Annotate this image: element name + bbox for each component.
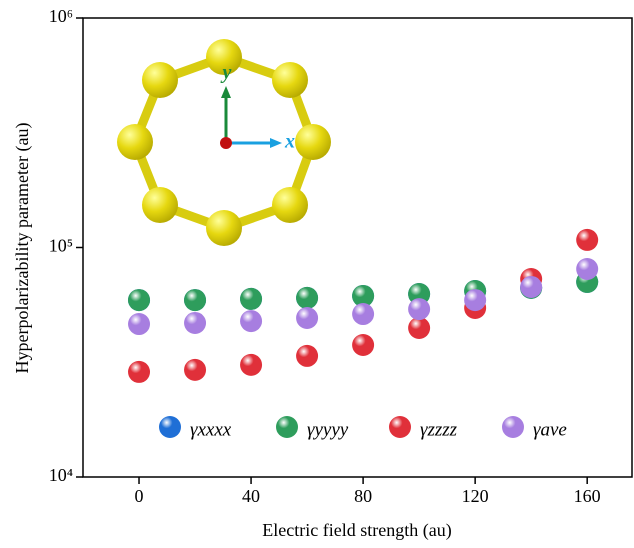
- data-point: [184, 312, 206, 334]
- data-point: [128, 289, 150, 311]
- x-tick-label: 40: [242, 486, 260, 506]
- data-point: [128, 361, 150, 383]
- data-point: [408, 317, 430, 339]
- y-axis-label: Hyperpolarizability parameter (au): [12, 123, 33, 374]
- chart: y x Electric field strength (au) Hyperpo…: [0, 0, 634, 548]
- data-point: [352, 334, 374, 356]
- data-point: [240, 288, 262, 310]
- data-point: [240, 310, 262, 332]
- legend-label: γzzzz: [420, 419, 458, 440]
- y-tick-label: 10⁴: [49, 465, 73, 485]
- x-tick-label: 0: [135, 486, 144, 506]
- data-point: [464, 289, 486, 311]
- x-tick-label: 80: [354, 486, 372, 506]
- data-point: [576, 258, 598, 280]
- x-axis-label: Electric field strength (au): [262, 520, 451, 541]
- legend-marker: [502, 416, 524, 438]
- x-tick-label: 120: [462, 486, 489, 506]
- data-point: [184, 359, 206, 381]
- legend-label: γyyyy: [307, 419, 349, 440]
- legend-marker: [389, 416, 411, 438]
- y-tick-label: 10⁵: [49, 236, 73, 256]
- legend-label: γxxxx: [190, 419, 232, 440]
- x-tick-label: 160: [574, 486, 601, 506]
- annotation: y: [221, 62, 232, 84]
- data-point: [128, 313, 150, 335]
- legend-label: γave: [533, 419, 567, 440]
- data-point: [296, 345, 318, 367]
- data-point: [576, 229, 598, 251]
- data-point: [296, 287, 318, 309]
- legend-marker: [276, 416, 298, 438]
- y-tick-label: 10⁶: [49, 6, 73, 26]
- data-point: [296, 307, 318, 329]
- annotation: x: [284, 131, 295, 153]
- data-point: [352, 303, 374, 325]
- data-point: [240, 354, 262, 376]
- legend-marker: [159, 416, 181, 438]
- data-point: [520, 276, 542, 298]
- data-point: [408, 298, 430, 320]
- data-point: [184, 289, 206, 311]
